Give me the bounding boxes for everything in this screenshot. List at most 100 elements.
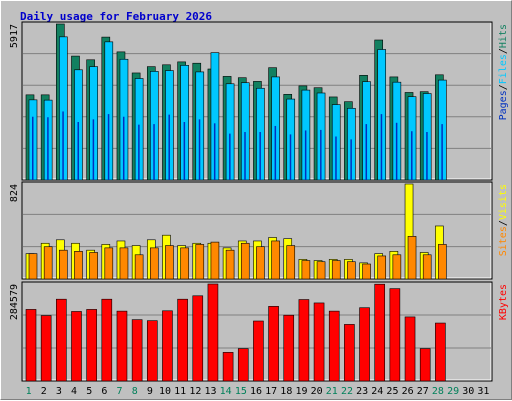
bar-pages [320, 129, 322, 180]
bar-kbytes [435, 322, 446, 382]
x-tick-label: 5 [86, 386, 92, 397]
x-tick-label: 28 [432, 386, 444, 397]
bar-sites [301, 260, 311, 280]
bar-pages [92, 119, 95, 180]
bar-kbytes [268, 306, 279, 382]
x-tick-label: 24 [371, 386, 383, 397]
x-tick-label: 29 [447, 386, 459, 397]
x-tick-label: 2 [41, 386, 47, 397]
bar-kbytes [25, 309, 37, 382]
bar-sites [180, 247, 189, 280]
x-tick-label: 16 [250, 386, 262, 397]
bar-kbytes [71, 311, 82, 382]
bar-kbytes [237, 348, 249, 382]
bar-pages [395, 122, 398, 180]
bar-sites [347, 261, 356, 280]
legend-visits: Visits [498, 184, 509, 220]
x-tick-label: 18 [280, 386, 292, 397]
bar-kbytes [56, 298, 67, 382]
legend-hits: Hits [498, 24, 509, 48]
chart-title: Daily usage for February 2026 [20, 10, 212, 23]
x-tick-label: 8 [132, 386, 138, 397]
bar-sites [331, 260, 341, 280]
x-tick-label: 10 [159, 386, 171, 397]
bar-sites [438, 244, 447, 280]
bar-pages [213, 123, 216, 180]
x-tick-label: 13 [204, 386, 216, 397]
x-tick-label: 7 [117, 386, 123, 397]
x-tick-label: 30 [462, 386, 474, 397]
bar-pages [350, 139, 352, 180]
x-tick-label: 15 [235, 386, 247, 397]
x-tick-label: 17 [265, 386, 277, 397]
bar-pages [426, 132, 428, 180]
bar-sites [89, 252, 98, 280]
x-tick-label: 25 [386, 386, 398, 397]
bar-sites [149, 247, 159, 280]
bar-pages [122, 116, 125, 180]
bar-kbytes [116, 310, 128, 382]
bar-pages [47, 117, 49, 180]
bar-pages [289, 134, 292, 180]
bar-kbytes [298, 299, 310, 382]
x-tick-label: 19 [295, 386, 307, 397]
x-tick-label: 9 [147, 386, 153, 397]
bar-pages [304, 130, 307, 180]
legend-sites: Sites [498, 226, 509, 256]
bar-pages [153, 124, 155, 180]
bar-sites [362, 263, 371, 280]
bar-kbytes [40, 315, 52, 382]
bar-pages [244, 132, 246, 180]
max-label-visits: 824 [9, 184, 20, 202]
bar-kbytes [283, 314, 295, 382]
bar-sites [407, 236, 417, 280]
bar-sites [286, 245, 296, 280]
bar-pages [107, 114, 110, 180]
bar-kbytes [328, 310, 340, 382]
bar-pages [198, 119, 201, 180]
bar-sites [43, 246, 53, 280]
x-tick-label: 31 [477, 386, 489, 397]
bar-kbytes [146, 320, 158, 382]
bar-kbytes [101, 298, 113, 382]
bar-kbytes [253, 320, 264, 382]
legend-kbytes: KBytes [498, 284, 509, 320]
bar-pages [274, 125, 277, 180]
legend-pages: Pages [498, 90, 509, 120]
max-label-kbytes: 284579 [9, 284, 20, 320]
bar-sites [422, 254, 432, 280]
bar-pages [441, 124, 443, 180]
x-tick-label: 22 [341, 386, 353, 397]
bar-sites [74, 251, 83, 280]
x-tick-label: 4 [71, 386, 77, 397]
bar-kbytes [192, 295, 204, 382]
bar-pages [259, 132, 261, 180]
bar-sites [195, 244, 205, 280]
bar-pages [183, 121, 186, 180]
bar-sites [210, 241, 220, 280]
bar-kbytes [359, 307, 370, 382]
bar-kbytes [222, 352, 234, 382]
bar-sites [104, 247, 114, 280]
max-label-hits: 5917 [9, 24, 20, 48]
bar-kbytes [177, 298, 188, 382]
bar-pages [411, 131, 413, 180]
bar-sites [59, 249, 68, 280]
bar-sites [134, 254, 144, 280]
bar-pages [138, 124, 140, 180]
bar-sites [165, 245, 174, 280]
bar-sites [377, 255, 387, 280]
legend-hits: Pages/Files/Hits [498, 24, 509, 120]
x-tick-label: 26 [402, 386, 414, 397]
bar-pages [62, 111, 64, 180]
bar-pages [32, 116, 34, 180]
bar-kbytes [207, 283, 219, 382]
bar-kbytes [374, 283, 386, 382]
legend-kbytes: KBytes [498, 284, 509, 320]
legend-files: Files [498, 54, 509, 84]
bar-sites [240, 242, 250, 280]
bar-kbytes [344, 324, 355, 382]
bar-kbytes [419, 348, 431, 382]
bar-kbytes [404, 316, 416, 382]
